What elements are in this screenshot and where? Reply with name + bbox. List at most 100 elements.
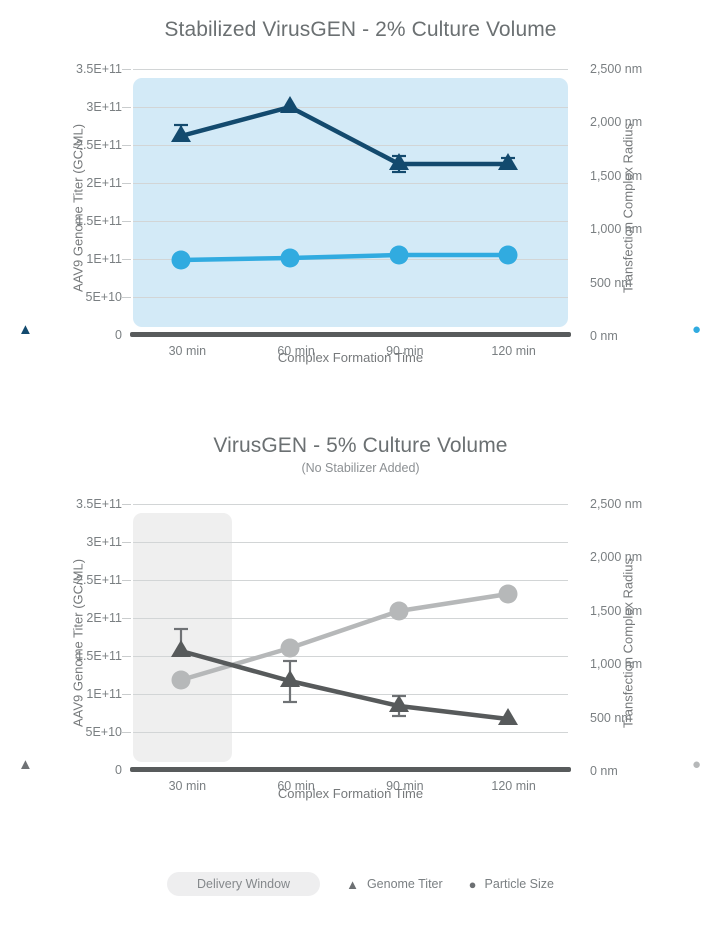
chart-panel-2: VirusGEN - 5% Culture Volume (No Stabili… [0, 434, 721, 801]
x-tick: 30 min [168, 344, 207, 358]
circle-icon: ● [468, 876, 477, 892]
y-right-tick: 2,000 nm [590, 550, 643, 564]
delivery-window-band [133, 78, 568, 327]
y-tick-dash [122, 69, 131, 70]
legend-genome-titer: ▲ Genome Titer [346, 877, 443, 891]
y-left-tick: 1.5E+11 [76, 214, 122, 228]
delivery-window-band [133, 513, 232, 762]
panel-2-x-axis-baseline [130, 767, 571, 772]
y-tick-dash [122, 107, 131, 108]
y-left-tick: 1E+11 [86, 252, 122, 266]
panel-2-x-ticks: 30 min 60 min 90 min 120 min [133, 779, 568, 793]
y-tick-dash [122, 145, 131, 146]
series-genome-titer [171, 627, 518, 725]
y-tick-dash [122, 259, 131, 260]
gridline [133, 618, 568, 619]
y-tick-dash [122, 297, 131, 298]
y-right-tick: 500 nm [590, 276, 632, 290]
x-tick: 120 min [491, 344, 536, 358]
y-left-tick: 2.5E+11 [76, 573, 122, 587]
y-left-tick: 0 [115, 763, 122, 777]
y-right-tick: 0 nm [590, 329, 618, 343]
panel-1-circle-legend-icon: ● [692, 321, 702, 338]
panel-2-title: VirusGEN - 5% Culture Volume [213, 434, 508, 457]
y-tick-dash [122, 618, 131, 619]
panel-1-y-left-axis: 3.5E+11 3E+11 2.5E+11 2E+11 1.5E+11 1E+1… [40, 58, 122, 358]
y-right-tick: 1,500 nm [590, 604, 643, 618]
y-tick-dash [122, 542, 131, 543]
y-left-tick: 5E+10 [85, 290, 123, 304]
panel-2-circle-legend-icon: ● [692, 756, 702, 773]
x-tick: 90 min [386, 779, 424, 793]
legend-delivery-window: Delivery Window [166, 872, 321, 896]
gridline [133, 145, 568, 146]
y-tick-dash [122, 504, 131, 505]
panel-1-plot-area [133, 69, 568, 336]
panel-1-triangle-legend-icon: ▲ [18, 321, 33, 338]
y-right-tick: 0 nm [590, 764, 618, 778]
panel-2-y-right-axis: 2,500 nm 2,000 nm 1,500 nm 1,000 nm 500 … [590, 493, 680, 793]
series-particle-size [171, 245, 518, 270]
y-tick-dash [122, 656, 131, 657]
panel-2-subtitle: (No Stabilizer Added) [301, 461, 420, 475]
panel-2-y-left-axis: 3.5E+11 3E+11 2.5E+11 2E+11 1.5E+11 1E+1… [40, 493, 122, 793]
y-left-tick: 3.5E+11 [76, 497, 122, 511]
y-right-tick: 2,000 nm [590, 115, 643, 129]
y-tick-dash [122, 580, 131, 581]
y-tick-dash [122, 732, 131, 733]
gridline [133, 656, 568, 657]
x-tick: 60 min [277, 344, 315, 358]
panel-2-x-title: Complex Formation Time [277, 786, 424, 801]
panel-2-plot-area [133, 504, 568, 771]
y-right-tick: 2,500 nm [590, 62, 643, 76]
legend-particle-size-label: Particle Size [484, 877, 555, 891]
panel-1-series-layer [171, 96, 518, 270]
series-genome-titer [171, 96, 518, 174]
triangle-icon: ▲ [346, 876, 359, 892]
legend-particle-size: ● Particle Size [469, 877, 554, 891]
legend-genome-titer-label: Genome Titer [366, 877, 443, 891]
x-tick: 30 min [168, 779, 207, 793]
gridline [133, 504, 568, 505]
y-left-tick: 5E+10 [85, 725, 123, 739]
gridline [133, 259, 568, 260]
y-right-tick: 2,500 nm [590, 497, 643, 511]
gridline [133, 107, 568, 108]
y-left-tick: 1E+11 [86, 687, 122, 701]
gridline [133, 580, 568, 581]
y-tick-dash [122, 221, 131, 222]
chart-legend: Delivery Window ▲ Genome Titer ● Particl… [0, 872, 721, 896]
gridline [133, 297, 568, 298]
panel-1-x-axis-baseline [130, 332, 571, 337]
y-left-tick: 3E+11 [86, 535, 122, 549]
y-tick-dash [122, 694, 131, 695]
panel-1-title: Stabilized VirusGEN - 2% Culture Volume [164, 18, 557, 41]
y-tick-dash [122, 183, 131, 184]
gridline [133, 221, 568, 222]
panel-2-series-layer [171, 584, 518, 725]
y-right-tick: 1,500 nm [590, 169, 643, 183]
y-right-tick: 1,000 nm [590, 657, 643, 671]
y-left-tick: 0 [115, 328, 122, 342]
panel-2-triangle-legend-icon: ▲ [18, 756, 33, 773]
panel-2-chart-frame: AAV9 Genome Titer (GC/ML) ▲ Transfection… [0, 493, 721, 793]
panel-1-y-right-axis: 2,500 nm 2,000 nm 1,500 nm 1,000 nm 500 … [590, 58, 680, 358]
gridline [133, 732, 568, 733]
gridline [133, 183, 568, 184]
panel-1-chart-frame: AAV9 Genome Titer (GC/ML) ▲ Transfection… [0, 58, 721, 358]
y-left-tick: 2.5E+11 [76, 138, 122, 152]
y-left-tick: 1.5E+11 [76, 649, 122, 663]
x-tick: 120 min [491, 779, 536, 793]
x-tick: 60 min [277, 779, 315, 793]
y-left-tick: 3E+11 [86, 100, 122, 114]
y-right-tick: 1,000 nm [590, 222, 643, 236]
gridline [133, 542, 568, 543]
x-tick: 90 min [386, 344, 424, 358]
y-left-tick: 3.5E+11 [76, 62, 122, 76]
y-left-tick: 2E+11 [86, 176, 122, 190]
y-right-tick: 500 nm [590, 711, 632, 725]
panel-1-x-title: Complex Formation Time [277, 350, 424, 365]
chart-panel-1: Stabilized VirusGEN - 2% Culture Volume … [0, 18, 721, 365]
gridline [133, 69, 568, 70]
